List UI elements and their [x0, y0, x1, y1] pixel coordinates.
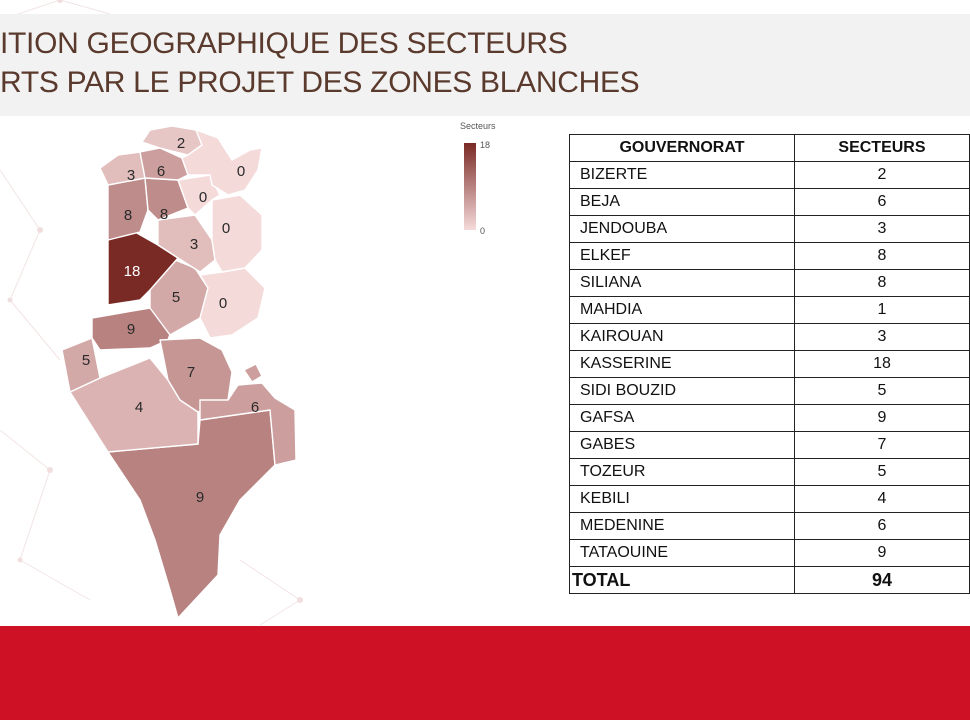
- table-row: KAIROUAN 3: [569, 323, 970, 351]
- map-label-tozeur: 5: [82, 352, 90, 369]
- table-row: BIZERTE 2: [569, 161, 970, 189]
- table-cell-gouvernorat: KAIROUAN: [569, 323, 795, 351]
- map-region-kasserine[interactable]: [107, 231, 179, 306]
- map-value-labels: 2 3 6 0 0 8 8 0 3 18 5 0 9 5 7 4 6 9: [82, 135, 259, 506]
- legend-min-value: 0: [480, 226, 486, 236]
- table-row: BEJA 6: [569, 188, 970, 216]
- table-cell-gouvernorat: MAHDIA: [569, 296, 795, 324]
- map-region-medenine[interactable]: [199, 382, 297, 466]
- table-row: KASSERINE 18: [569, 350, 970, 378]
- table-cell-secteurs: 8: [793, 269, 970, 297]
- map-label-nabeul: 0: [237, 163, 245, 180]
- map-label-siliana: 8: [160, 206, 168, 223]
- map-label-sidibouzid: 5: [172, 289, 180, 306]
- map-label-sousse: 0: [222, 220, 230, 237]
- map-label-sfax: 0: [219, 295, 227, 312]
- legend-title: Secteurs: [460, 121, 496, 131]
- table-row: SIDI BOUZID 5: [569, 377, 970, 405]
- table-cell-gouvernorat: SIDI BOUZID: [569, 377, 795, 405]
- map-label-kasserine: 18: [124, 263, 141, 280]
- table-cell-gouvernorat: KASSERINE: [569, 350, 795, 378]
- table-total-row: TOTAL 94: [569, 566, 970, 594]
- map-label-tataouine: 9: [196, 489, 204, 506]
- table-header-row: GOUVERNORAT SECTEURS: [569, 134, 970, 162]
- table-cell-secteurs: 6: [793, 512, 970, 540]
- table-cell-gouvernorat: MEDENINE: [569, 512, 795, 540]
- table-cell-gouvernorat: TOZEUR: [569, 458, 795, 486]
- map-region-sousse[interactable]: [211, 194, 263, 273]
- table-row: GABES 7: [569, 431, 970, 459]
- table-cell-gouvernorat: KEBILI: [569, 485, 795, 513]
- table-cell-secteurs: 2: [793, 161, 970, 189]
- page-title-line-2: RTS PAR LE PROJET DES ZONES BLANCHES: [0, 66, 640, 99]
- title-band: [0, 14, 970, 116]
- legend-max-value: 18: [480, 140, 491, 150]
- table-row: JENDOUBA 3: [569, 215, 970, 243]
- map-label-gafsa: 9: [127, 321, 135, 338]
- column-header-secteurs: SECTEURS: [793, 134, 970, 162]
- table-cell-gouvernorat: SILIANA: [569, 269, 795, 297]
- table-cell-gouvernorat: JENDOUBA: [569, 215, 795, 243]
- table-cell-secteurs: 7: [793, 431, 970, 459]
- page-title-line-1: ITION GEOGRAPHIQUE DES SECTEURS: [0, 27, 568, 60]
- table-cell-secteurs: 5: [793, 458, 970, 486]
- map-label-kairouan: 3: [190, 236, 198, 253]
- table-cell-gouvernorat: BEJA: [569, 188, 795, 216]
- map-region-nabeul[interactable]: [181, 129, 263, 196]
- map-label-beja: 6: [157, 163, 165, 180]
- map-label-medenine: 6: [251, 399, 259, 416]
- table-cell-secteurs: 3: [793, 215, 970, 243]
- map-label-elkef: 8: [124, 207, 132, 224]
- table-cell-secteurs: 9: [793, 539, 970, 567]
- map-label-gabes: 7: [187, 364, 195, 381]
- table-cell-secteurs: 18: [793, 350, 970, 378]
- table-row: KEBILI 4: [569, 485, 970, 513]
- map-region-kairouan[interactable]: [157, 214, 216, 273]
- table-cell-gouvernorat: BIZERTE: [569, 161, 795, 189]
- table-cell-gouvernorat: TATAOUINE: [569, 539, 795, 567]
- map-region-tozeur[interactable]: [61, 337, 101, 393]
- table-row: TOZEUR 5: [569, 458, 970, 486]
- table-cell-secteurs: 6: [793, 188, 970, 216]
- table-cell-secteurs: 3: [793, 323, 970, 351]
- table-row: MAHDIA 1: [569, 296, 970, 324]
- map-label-kebili: 4: [135, 399, 143, 416]
- legend-color-scale: [464, 143, 476, 230]
- table-cell-secteurs: 1: [793, 296, 970, 324]
- total-label: TOTAL: [569, 566, 795, 594]
- table-cell-gouvernorat: GAFSA: [569, 404, 795, 432]
- map-region-djerba-island[interactable]: [243, 363, 263, 383]
- total-value: 94: [793, 566, 970, 594]
- table-row: TATAOUINE 9: [569, 539, 970, 567]
- table-cell-gouvernorat: ELKEF: [569, 242, 795, 270]
- table-row: SILIANA 8: [569, 269, 970, 297]
- tunisia-choropleth-map: 2 3 6 0 0 8 8 0 3 18 5 0 9 5 7 4 6 9: [61, 125, 297, 619]
- table-cell-secteurs: 5: [793, 377, 970, 405]
- table-row: GAFSA 9: [569, 404, 970, 432]
- table-cell-secteurs: 4: [793, 485, 970, 513]
- table-row: MEDENINE 6: [569, 512, 970, 540]
- secteurs-table: GOUVERNORAT SECTEURS BIZERTE 2 BEJA 6 JENDOU…: [569, 134, 970, 594]
- map-label-jendouba: 3: [127, 167, 135, 184]
- footer-band: [0, 626, 970, 720]
- map-label-zaghouan: 0: [199, 189, 207, 206]
- map-label-bizerte: 2: [177, 135, 185, 152]
- column-header-gouvernorat: GOUVERNORAT: [569, 134, 795, 162]
- table-cell-secteurs: 8: [793, 242, 970, 270]
- table-cell-gouvernorat: GABES: [569, 431, 795, 459]
- table-row: ELKEF 8: [569, 242, 970, 270]
- table-cell-secteurs: 9: [793, 404, 970, 432]
- map-region-sfax[interactable]: [199, 267, 266, 339]
